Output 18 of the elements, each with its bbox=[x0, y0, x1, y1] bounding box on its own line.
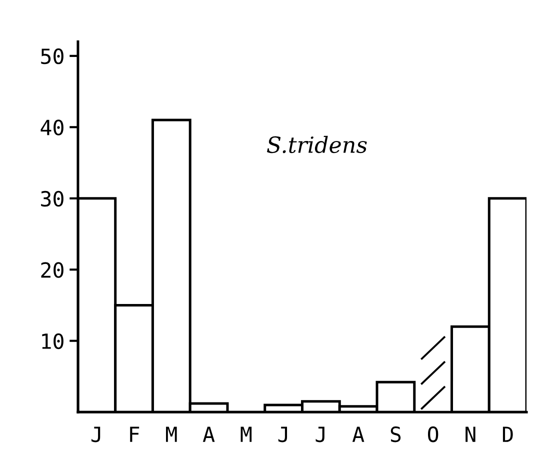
y-tick-label: 40 bbox=[40, 120, 64, 136]
x-tick-label: S bbox=[390, 426, 401, 442]
x-tick-label: O bbox=[428, 426, 438, 442]
x-tick-label: J bbox=[316, 426, 324, 442]
y-tick-label: 20 bbox=[41, 262, 64, 278]
x-tick-label: M bbox=[240, 426, 252, 442]
x-tick-label: A bbox=[202, 426, 215, 442]
y-tick-label: 10 bbox=[42, 333, 64, 350]
annotation: S.tridens bbox=[267, 136, 367, 154]
y-tick-label: 50 bbox=[41, 48, 64, 64]
x-tick-label: J bbox=[278, 426, 288, 442]
x-tick-label: A bbox=[352, 426, 364, 442]
x-tick-label: D bbox=[502, 426, 513, 442]
y-tick-label: 30 bbox=[41, 190, 64, 207]
x-tick-label: N bbox=[466, 426, 476, 442]
x-tick-label: J bbox=[91, 426, 100, 442]
x-tick-label: F bbox=[130, 426, 140, 442]
x-tick-label: M bbox=[166, 426, 177, 442]
